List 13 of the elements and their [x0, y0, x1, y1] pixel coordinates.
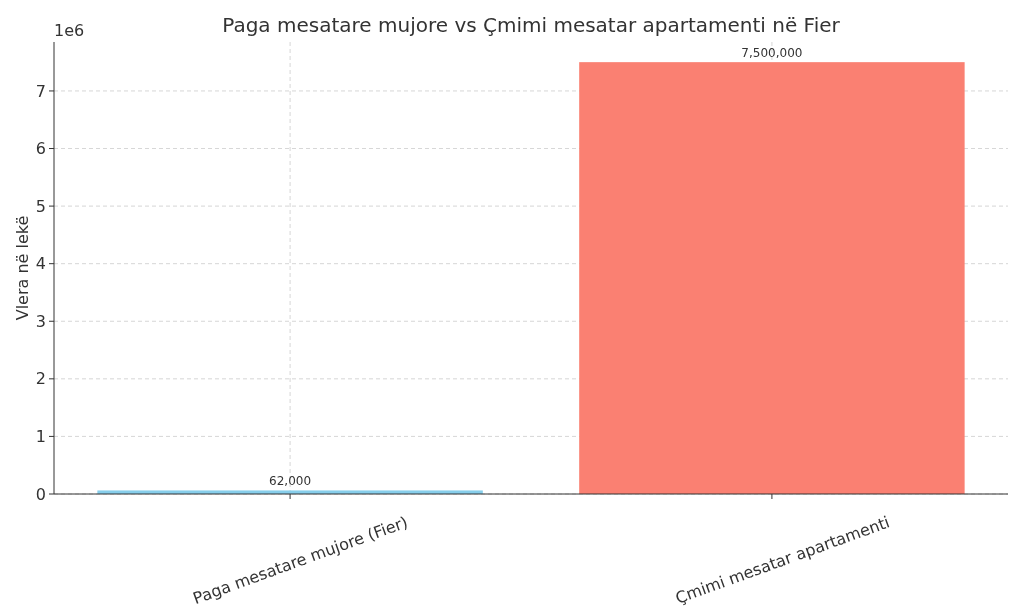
y-tick-label: 1: [35, 427, 46, 447]
y-tick-label: 0: [35, 484, 46, 504]
y-tick-label: 4: [35, 254, 46, 274]
text: 1e6: [54, 21, 85, 40]
annotation: 62,000: [269, 474, 312, 489]
y-tick-label: 2: [35, 369, 46, 389]
y-tick-label: 5: [35, 196, 46, 216]
y-tick-label: 6: [35, 139, 46, 159]
annotation: 7,500,000: [741, 46, 803, 61]
y-axis-title: Vlera në lekë: [13, 215, 32, 321]
y-tick-label: 7: [35, 81, 46, 101]
chart-title: Paga mesatare mujore vs Çmimi mesatar apartamenti në Fier: [222, 13, 841, 37]
y-tick-label: 3: [35, 311, 46, 331]
